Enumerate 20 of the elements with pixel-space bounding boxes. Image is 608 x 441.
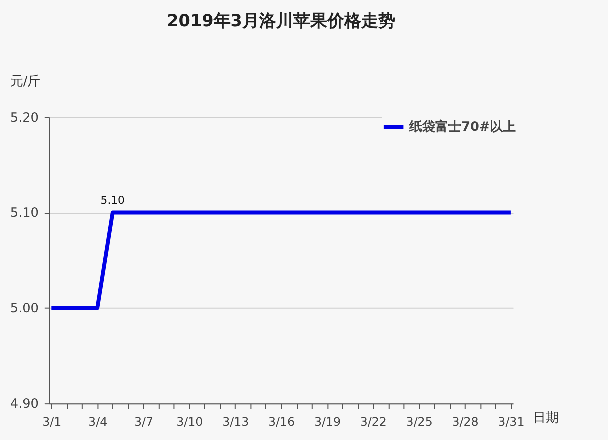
x-tick-label: 3/22	[360, 414, 387, 429]
x-tick-label: 3/19	[314, 414, 342, 429]
legend-label: 纸袋富士70#以上	[408, 119, 516, 136]
x-tick-label: 3/10	[176, 414, 204, 429]
y-tick-label: 5.10	[10, 206, 39, 222]
x-tick-label: 3/7	[134, 414, 154, 429]
x-tick-label: 3/28	[452, 414, 479, 429]
y-tick-label: 5.00	[10, 302, 39, 317]
x-tick-label: 3/4	[88, 414, 108, 429]
x-tick-label: 3/16	[268, 414, 296, 429]
y-tick-label: 5.20	[10, 110, 39, 126]
y-axis-title: 元/斤	[10, 74, 41, 90]
x-tick-label: 3/25	[406, 414, 433, 429]
x-axis-title: 日期	[533, 410, 560, 426]
x-tick-label: 3/1	[42, 414, 62, 429]
data-label: 5.10	[100, 194, 126, 207]
y-tick-label: 4.90	[10, 397, 39, 412]
x-tick-label: 3/31	[498, 414, 525, 429]
x-tick-label: 3/13	[222, 414, 250, 429]
chart-title: 2019年3月洛川苹果价格走势	[167, 10, 396, 31]
